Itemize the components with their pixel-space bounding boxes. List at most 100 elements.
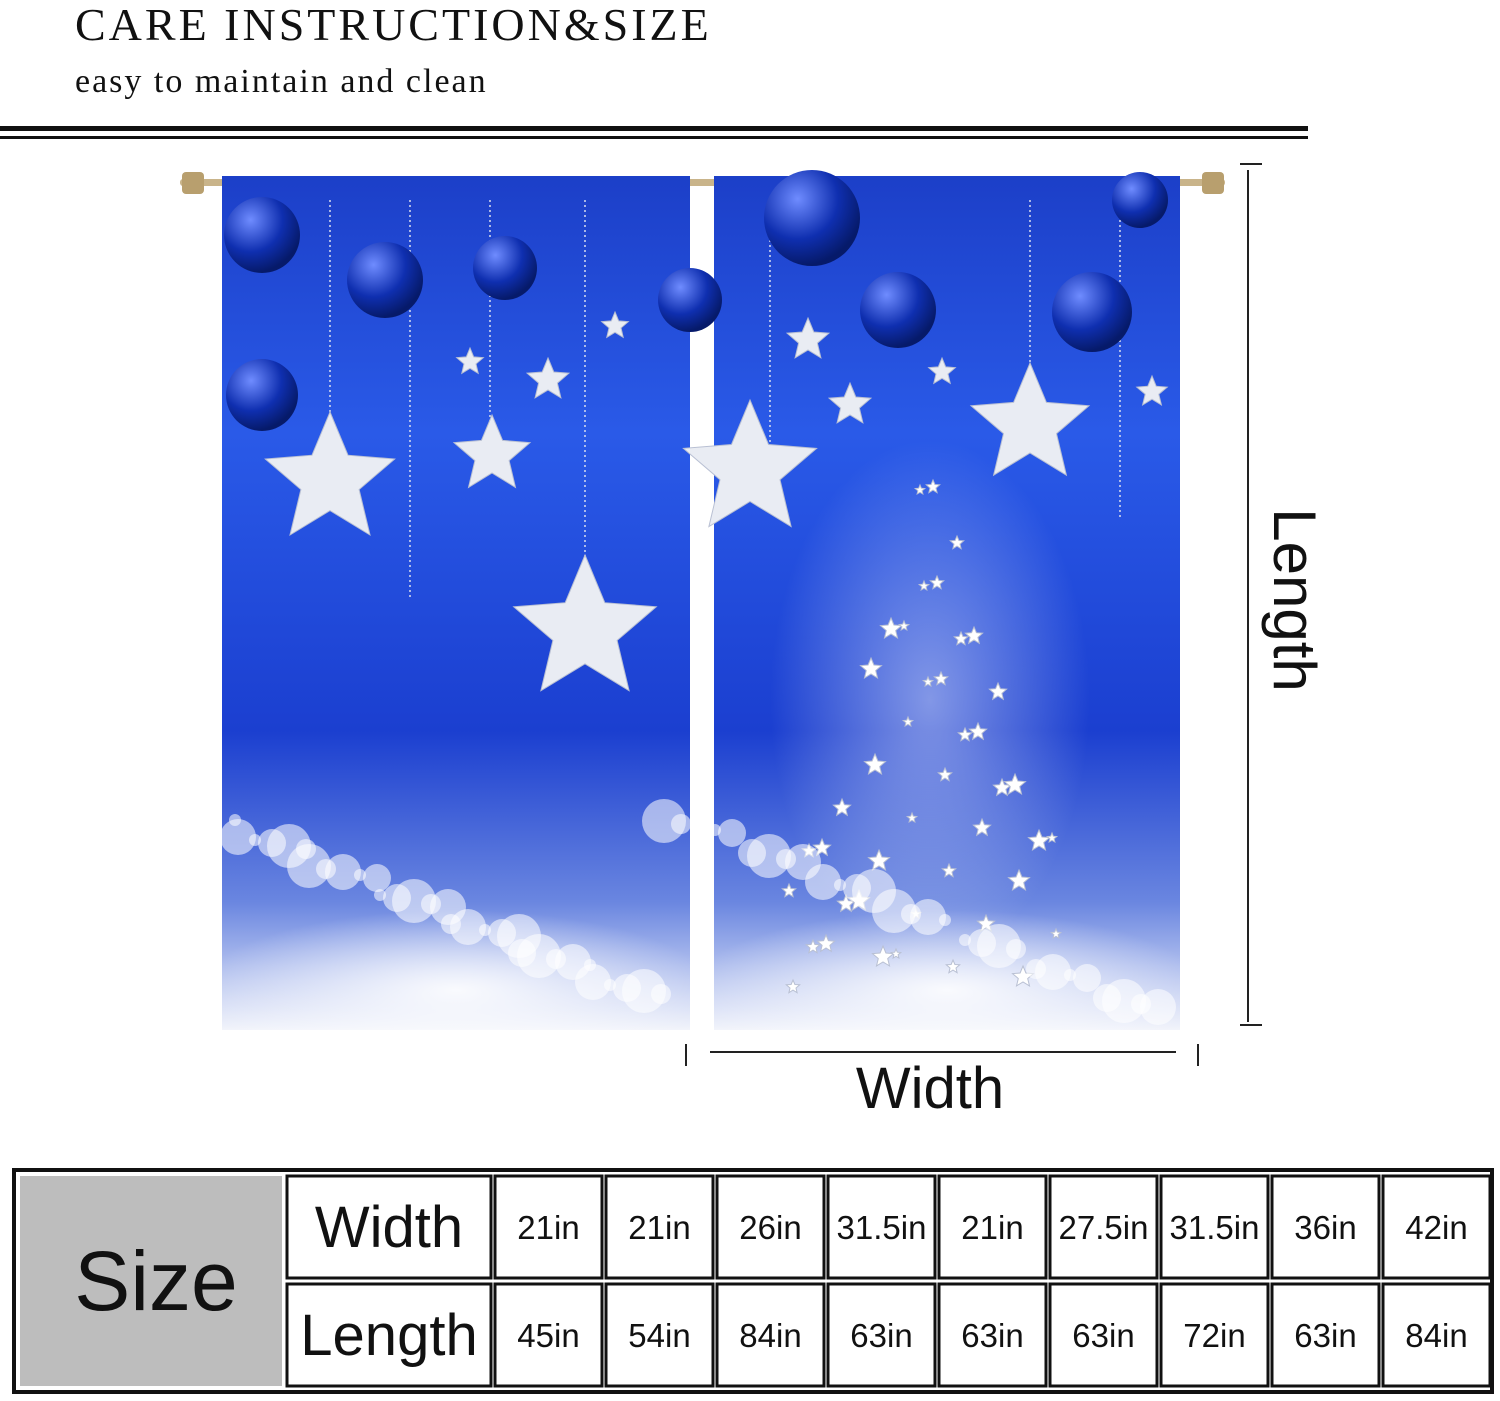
star bbox=[781, 882, 797, 898]
table-cell bbox=[1270, 1174, 1381, 1280]
size-value: 45in bbox=[517, 1317, 579, 1354]
size-value: 63in bbox=[1294, 1317, 1356, 1354]
size-value: 63in bbox=[1072, 1317, 1134, 1354]
size-value: 21in bbox=[961, 1209, 1023, 1246]
table-cell bbox=[826, 1174, 937, 1280]
size-value: 63in bbox=[961, 1317, 1023, 1354]
star bbox=[682, 398, 818, 528]
size-value: 54in bbox=[628, 1317, 690, 1354]
star bbox=[512, 553, 658, 692]
curtains bbox=[196, 170, 1207, 1070]
snow bbox=[441, 914, 461, 934]
star bbox=[1007, 868, 1031, 891]
table-cell bbox=[604, 1174, 715, 1280]
star bbox=[879, 616, 903, 639]
snow bbox=[709, 824, 721, 836]
table-cell bbox=[826, 1282, 937, 1388]
snow bbox=[508, 939, 536, 967]
size-value: 63in bbox=[850, 1317, 912, 1354]
ornament bbox=[226, 359, 298, 431]
star bbox=[832, 797, 852, 817]
snow bbox=[738, 839, 766, 867]
size-value: 27.5in bbox=[1059, 1209, 1149, 1246]
table-cell bbox=[1159, 1174, 1270, 1280]
star bbox=[949, 534, 965, 550]
table-cell bbox=[1270, 1282, 1381, 1388]
ornament bbox=[1052, 272, 1132, 352]
star bbox=[964, 625, 984, 645]
star bbox=[827, 381, 873, 424]
star bbox=[805, 938, 821, 954]
star bbox=[1027, 828, 1051, 851]
size-value: 21in bbox=[628, 1209, 690, 1246]
table-cell bbox=[285, 1282, 493, 1388]
snow bbox=[220, 819, 256, 855]
snow bbox=[287, 844, 331, 888]
table-cell bbox=[1381, 1174, 1492, 1280]
table-cell bbox=[493, 1174, 604, 1280]
star bbox=[812, 837, 832, 857]
snow bbox=[363, 864, 391, 892]
table-cell bbox=[1048, 1174, 1159, 1280]
snow bbox=[1073, 964, 1101, 992]
star bbox=[785, 978, 801, 994]
snow bbox=[374, 889, 386, 901]
snow bbox=[718, 819, 746, 847]
star bbox=[1045, 831, 1059, 844]
size-value: 72in bbox=[1183, 1317, 1245, 1354]
size-value: 26in bbox=[739, 1209, 801, 1246]
table-cell bbox=[1381, 1282, 1492, 1388]
star bbox=[945, 958, 961, 974]
star bbox=[1135, 374, 1169, 406]
star bbox=[927, 356, 957, 385]
star bbox=[264, 410, 396, 537]
snow bbox=[1026, 959, 1046, 979]
glow bbox=[687, 910, 1207, 1070]
star bbox=[452, 413, 532, 489]
star bbox=[859, 656, 883, 679]
star bbox=[897, 619, 911, 632]
table-cell bbox=[715, 1174, 826, 1280]
ornament bbox=[224, 197, 300, 273]
star bbox=[1003, 772, 1027, 795]
snow bbox=[959, 934, 971, 946]
star bbox=[816, 933, 836, 953]
divider bbox=[0, 126, 1308, 131]
ornament bbox=[1112, 172, 1168, 228]
star bbox=[917, 579, 931, 592]
star bbox=[925, 478, 941, 494]
snow bbox=[488, 919, 516, 947]
star bbox=[972, 817, 992, 837]
size-value: 36in bbox=[1294, 1209, 1356, 1246]
table-cell bbox=[493, 1282, 604, 1388]
star bbox=[455, 346, 485, 375]
ornament bbox=[764, 170, 860, 266]
star bbox=[957, 726, 973, 742]
star bbox=[953, 630, 969, 646]
table-cell bbox=[1048, 1282, 1159, 1388]
length-label: Length bbox=[1261, 508, 1328, 692]
table-cells: Width 21in 21in 26in 31.5in 21in 27.5in 31.5in 3… bbox=[285, 1174, 1492, 1388]
snow bbox=[968, 929, 996, 957]
star bbox=[1049, 927, 1063, 940]
star bbox=[867, 848, 891, 871]
row-label: Width bbox=[315, 1195, 463, 1260]
star bbox=[785, 316, 831, 359]
star bbox=[871, 944, 895, 967]
glow bbox=[770, 440, 1090, 960]
star bbox=[941, 862, 957, 878]
ornament bbox=[658, 268, 722, 332]
size-value: 84in bbox=[1405, 1317, 1467, 1354]
title: CARE INSTRUCTION&SIZE bbox=[75, 0, 712, 50]
size-value: 31.5in bbox=[1170, 1209, 1260, 1246]
rod-end bbox=[182, 172, 204, 194]
table-cell bbox=[715, 1282, 826, 1388]
table-cell bbox=[937, 1174, 1048, 1280]
snow bbox=[613, 974, 641, 1002]
star bbox=[988, 681, 1008, 701]
size-value: 21in bbox=[517, 1209, 579, 1246]
star bbox=[905, 811, 919, 824]
star bbox=[600, 310, 630, 339]
